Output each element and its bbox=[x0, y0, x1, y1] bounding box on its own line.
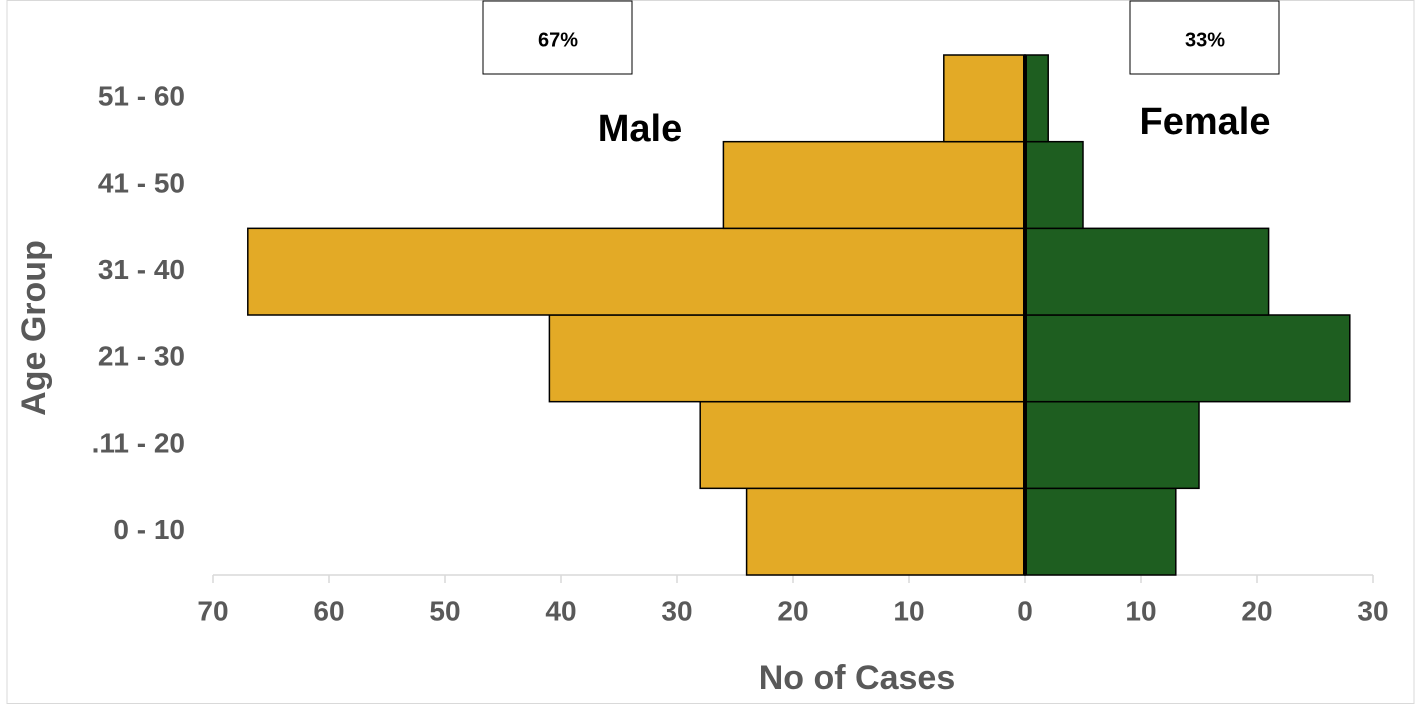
x-tick-label: 50 bbox=[429, 595, 460, 626]
x-tick-label: 0 bbox=[1017, 595, 1033, 626]
y-tick-label: 0 - 10 bbox=[113, 514, 185, 545]
bar bbox=[247, 227, 1026, 316]
y-tick-label: .11 - 20 bbox=[92, 427, 185, 458]
bar bbox=[1024, 400, 1200, 490]
x-tick-label: 30 bbox=[1357, 595, 1388, 626]
annotation: 67% bbox=[538, 29, 578, 51]
x-tick-label: 60 bbox=[313, 595, 344, 626]
x-tick-label: 40 bbox=[545, 595, 576, 626]
bar bbox=[722, 140, 1026, 230]
x-tick-label: 20 bbox=[777, 595, 808, 626]
legend-label: Male bbox=[598, 108, 682, 150]
bar bbox=[943, 54, 1026, 143]
y-tick-label: 21 - 30 bbox=[98, 341, 185, 372]
bar bbox=[1024, 487, 1177, 576]
y-tick-label: 51 - 60 bbox=[98, 81, 185, 112]
bar bbox=[1024, 140, 1084, 230]
x-tick-label: 10 bbox=[1125, 595, 1156, 626]
x-tick-label: 70 bbox=[197, 595, 228, 626]
y-tick-label: 41 - 50 bbox=[98, 167, 185, 198]
bar bbox=[548, 314, 1026, 403]
bar bbox=[1024, 227, 1270, 316]
annotation-box bbox=[1129, 0, 1280, 75]
annotation: 33% bbox=[1185, 29, 1225, 51]
bar bbox=[745, 487, 1026, 576]
x-axis-title: No of Cases bbox=[759, 659, 956, 697]
x-tick-label: 20 bbox=[1241, 595, 1272, 626]
bar bbox=[699, 400, 1026, 490]
x-tick-label: 30 bbox=[661, 595, 692, 626]
annotation-box bbox=[482, 0, 633, 75]
y-axis-title: Age Group bbox=[15, 240, 53, 416]
legend-label: Female bbox=[1140, 101, 1271, 143]
bar bbox=[1024, 54, 1049, 143]
y-tick-label: 31 - 40 bbox=[98, 254, 185, 285]
x-tick-label: 10 bbox=[893, 595, 924, 626]
bar bbox=[1024, 314, 1351, 403]
